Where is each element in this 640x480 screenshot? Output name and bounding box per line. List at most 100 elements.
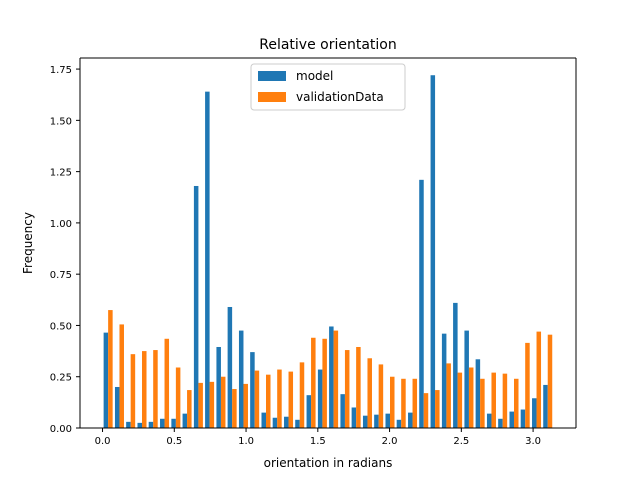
bar-validationData-38 (536, 331, 542, 428)
y-axis-label: Frequency (21, 212, 35, 274)
chart-title: Relative orientation (259, 37, 397, 53)
bar-validationData-20 (333, 330, 339, 428)
bar-model-5 (160, 418, 165, 428)
bar-validationData-1 (119, 324, 124, 428)
legend: model validationData (250, 63, 406, 111)
bar-model-1 (114, 386, 120, 428)
x-axis-ticks: 0.0 0.5 1.0 1.5 2.0 2.5 3.0 (95, 428, 541, 447)
bar-model-6 (171, 418, 176, 428)
bar-validationData-15 (277, 369, 282, 428)
legend-label-model: model (296, 69, 333, 83)
bar-validationData-33 (480, 378, 485, 428)
bar-validationData-34 (491, 372, 496, 428)
bar-validationData-19 (322, 338, 327, 428)
bar-validationData-0 (108, 310, 113, 428)
bar-model-33 (475, 359, 481, 428)
bar-validationData-29 (435, 390, 440, 428)
bar-model-32 (464, 330, 469, 428)
bar-model-19 (317, 369, 323, 428)
bar-validationData-32 (468, 367, 474, 428)
y-axis-ticks: 0.00 0.25 0.50 0.75 1.00 1.25 1.50 1.75 (50, 65, 80, 435)
bar-validationData-30 (446, 363, 451, 428)
y-tick-label: 1.75 (50, 65, 72, 76)
plot-area (80, 58, 576, 428)
legend-swatch-validationData (258, 92, 286, 102)
bar-validationData-11 (232, 389, 237, 428)
bar-validationData-27 (412, 378, 418, 428)
bar-model-16 (284, 416, 289, 428)
bar-model-34 (486, 413, 492, 428)
bar-model-10 (216, 346, 221, 428)
y-tick-label: 1.50 (50, 116, 72, 127)
y-tick-label: 1.25 (50, 168, 72, 179)
bar-model-18 (306, 395, 312, 428)
bar-validationData-17 (299, 362, 305, 428)
bar-validationData-37 (525, 342, 530, 428)
bar-validationData-25 (390, 376, 395, 428)
x-tick-label: 3.0 (525, 436, 541, 447)
bar-validationData-23 (367, 358, 372, 428)
bar-validationData-4 (153, 350, 158, 428)
bar-validationData-39 (547, 334, 553, 428)
bar-model-9 (205, 91, 210, 428)
bar-validationData-8 (198, 382, 203, 428)
bar-model-22 (351, 407, 357, 428)
bar-validationData-18 (311, 337, 316, 428)
bar-validationData-14 (266, 374, 271, 428)
bar-validationData-6 (175, 367, 181, 428)
bar-model-36 (509, 411, 514, 428)
x-tick-label: 0.0 (95, 436, 111, 447)
x-tick-label: 2.0 (382, 436, 398, 447)
bar-validationData-24 (378, 364, 384, 428)
y-tick-label: 0.75 (50, 270, 72, 281)
bar-model-25 (385, 413, 390, 428)
bar-model-30 (441, 333, 447, 428)
axes-frame (79, 57, 577, 429)
bar-model-26 (396, 419, 402, 428)
bar-validationData-21 (344, 350, 350, 428)
y-tick-label: 0.25 (50, 373, 72, 384)
bar-validationData-12 (243, 383, 248, 428)
bar-model-8 (193, 185, 199, 428)
bar-validationData-3 (142, 351, 147, 428)
bar-model-38 (532, 398, 537, 428)
bar-model-35 (498, 418, 503, 428)
bar-model-31 (453, 302, 458, 428)
bar-validationData-31 (457, 372, 463, 428)
bar-model-2 (126, 421, 131, 428)
bar-model-21 (340, 394, 345, 428)
bar-model-27 (408, 412, 413, 428)
bar-model-13 (250, 352, 255, 428)
bar-model-0 (103, 332, 109, 428)
bar-validationData-13 (254, 370, 260, 428)
bar-model-14 (261, 412, 266, 428)
legend-label-validationData: validationData (296, 90, 384, 104)
bar-validationData-5 (164, 338, 170, 428)
bar-validationData-36 (514, 378, 519, 428)
bar-model-12 (238, 330, 244, 428)
bar-validationData-7 (187, 390, 192, 428)
bar-validationData-16 (288, 371, 294, 428)
bar-validationData-2 (130, 354, 136, 428)
legend-frame (250, 63, 406, 111)
bar-validationData-26 (401, 378, 406, 428)
x-tick-label: 2.5 (453, 436, 469, 447)
bar-validationData-35 (502, 373, 508, 428)
x-tick-label: 1.0 (238, 436, 254, 447)
bars-layer (103, 75, 553, 428)
bar-model-7 (182, 413, 188, 428)
y-tick-label: 1.00 (50, 219, 72, 230)
x-tick-label: 1.5 (310, 436, 326, 447)
y-tick-label: 0.50 (50, 321, 72, 332)
legend-swatch-model (258, 71, 286, 81)
bar-model-37 (520, 409, 526, 428)
bar-model-17 (295, 419, 300, 428)
bar-validationData-28 (423, 393, 429, 428)
bar-validationData-10 (220, 376, 226, 428)
bar-validationData-9 (209, 381, 215, 428)
bar-validationData-22 (356, 346, 361, 428)
bar-model-3 (137, 422, 142, 428)
bar-model-4 (148, 421, 154, 428)
x-axis-label: orientation in radians (264, 456, 393, 470)
